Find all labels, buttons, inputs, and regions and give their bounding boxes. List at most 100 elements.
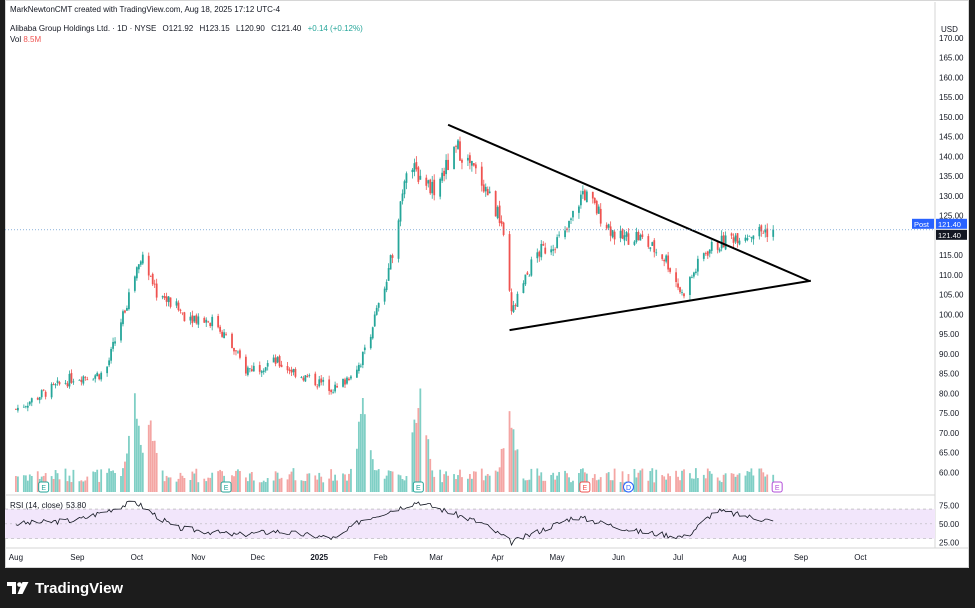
volume-bar [175, 481, 178, 492]
volume-bar [564, 470, 566, 492]
candle-body [633, 241, 636, 245]
candle-body [554, 249, 557, 251]
candle-body [591, 191, 594, 199]
candle-body [482, 184, 485, 192]
candle-body [274, 357, 277, 364]
candle-body [528, 275, 531, 277]
volume-bar [248, 473, 251, 492]
candle-body [320, 378, 323, 383]
volume-bar [655, 469, 658, 492]
price-tick-label: 85.00 [939, 370, 960, 379]
candle-body [330, 390, 333, 393]
volume-bar [120, 476, 122, 492]
candle-body [231, 333, 233, 349]
candle-body [704, 253, 707, 254]
volume-bar [316, 479, 319, 492]
candle-body [679, 287, 681, 293]
candle-body [655, 252, 658, 254]
time-tick-label: Jun [612, 553, 625, 562]
candle-body [570, 218, 572, 220]
tradingview-logo[interactable]: TradingView [7, 578, 123, 598]
volume-bar [528, 479, 531, 492]
close-value: 121.40 [276, 24, 302, 33]
price-tick-label: 170.00 [939, 34, 964, 43]
volume-bar [266, 478, 269, 492]
time-tick-label: Sep [70, 553, 85, 562]
volume-bar [397, 474, 400, 492]
volume-bar [280, 477, 283, 492]
candle-body [302, 377, 305, 381]
volume-bar [419, 388, 422, 492]
candle-body [651, 242, 654, 246]
candle-body [304, 375, 307, 382]
candle-body [363, 347, 366, 351]
price-tick-label: 130.00 [939, 192, 964, 201]
volume-bar [758, 468, 761, 492]
rsi-value: 53.80 [66, 501, 87, 510]
candle-body [405, 173, 408, 183]
candle-body [80, 379, 83, 383]
volume-bar [252, 480, 255, 492]
volume-bar [722, 474, 725, 492]
volume-group [15, 388, 775, 492]
volume-bar [558, 472, 561, 492]
candle-body [72, 381, 75, 383]
volume-bar [141, 452, 144, 492]
candle-body [403, 181, 406, 195]
volume-bar [28, 474, 31, 492]
rsi-line [15, 500, 774, 547]
volume-bar [98, 481, 101, 492]
volume-bar [217, 471, 220, 492]
candle-body [375, 307, 378, 315]
candle-body [480, 166, 483, 186]
candle-body [649, 247, 652, 250]
volume-bar [64, 468, 67, 492]
volume-bar [139, 444, 142, 492]
symbol-legend: Alibaba Group Holdings Ltd. · 1D · NYSE … [10, 24, 363, 33]
candle-body [443, 170, 446, 177]
volume-bar [597, 479, 600, 492]
volume-bar [336, 480, 338, 492]
volume-bar [736, 474, 739, 492]
volume-bar [86, 476, 89, 492]
volume-bar [459, 469, 461, 492]
candle-body [165, 296, 168, 302]
candle-body [286, 366, 289, 371]
candle-body [746, 238, 749, 240]
volume-bar [445, 471, 448, 492]
candle-body [486, 189, 489, 196]
candle-body [50, 383, 53, 398]
volume-bar [219, 469, 222, 492]
candle-body [609, 226, 612, 236]
candle-body [611, 230, 614, 238]
candle-body [137, 264, 140, 270]
volume-bar [330, 469, 333, 492]
candle-body [730, 233, 733, 236]
symbol-name[interactable]: Alibaba Group Holdings Ltd. · 1D · NYSE [10, 24, 157, 33]
candle-body [239, 350, 241, 358]
volume-bar [177, 478, 180, 492]
candle-body [219, 326, 222, 332]
volume-bar [447, 475, 449, 492]
last-price-label: 121.40 [938, 231, 961, 240]
candle-body [383, 288, 386, 302]
volume-bar [133, 393, 136, 492]
candle-body [498, 205, 501, 223]
volume-bar [286, 479, 289, 492]
volume-bar [522, 478, 525, 492]
volume-bar [599, 477, 602, 492]
volume-bar [677, 476, 679, 492]
volume-label[interactable]: Vol [10, 35, 22, 44]
candle-body [191, 315, 194, 324]
candle-body [24, 406, 27, 408]
volume-bar [15, 476, 17, 492]
low-label: L [235, 24, 241, 33]
volume-bar [405, 476, 408, 492]
candle-body [496, 207, 499, 219]
volume-bar [708, 471, 711, 492]
candle-body [474, 164, 477, 169]
candle-body [732, 237, 735, 243]
candle-body [484, 186, 487, 192]
volume-bar [72, 469, 75, 492]
